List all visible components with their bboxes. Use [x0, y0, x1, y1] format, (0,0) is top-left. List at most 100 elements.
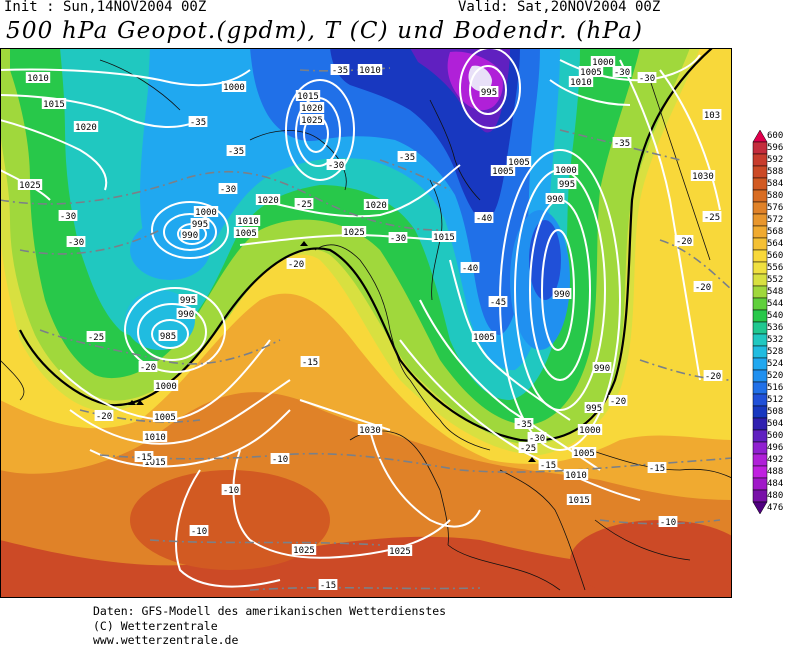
colorbar-cell: [752, 501, 768, 515]
temperature-label-bg: [300, 356, 320, 367]
pressure-label: 1000: [155, 382, 177, 392]
temperature-label-bg: [94, 410, 114, 421]
temperature-label: -25: [520, 444, 536, 454]
map-frame: [0, 48, 732, 598]
pressure-label-bg: [341, 226, 367, 237]
temperature-label: -10: [223, 486, 239, 496]
temperature-labels: -35 -30-30-35-35-30-35-35-30-25-30-30 -30-…: [58, 64, 723, 591]
pressure-label: 995: [559, 180, 575, 190]
temperature-label-bg: [527, 432, 547, 443]
pressure-label: 1005: [473, 333, 495, 343]
colorbar-level-label: 488: [767, 467, 784, 477]
temperature-label: -30: [60, 212, 76, 222]
warm-core-east: [570, 520, 732, 598]
pressure-label-bg: [592, 362, 612, 373]
temperature-label-bg: [658, 516, 678, 527]
temperature-label: -30: [220, 185, 236, 195]
temperature-label: -35: [332, 66, 348, 76]
temperature-label-bg: [674, 235, 694, 246]
colorbar-cell: [752, 369, 768, 383]
pressure-label-bg: [178, 294, 198, 305]
pressure-label: 1025: [343, 228, 365, 238]
temperature-label: -30: [328, 161, 344, 171]
colorbar-level-label: 476: [767, 503, 784, 513]
temperature-label-bg: [488, 296, 508, 307]
pressure-label: 1000: [223, 83, 245, 93]
colorbar-cell: [752, 237, 768, 251]
temperature-label-bg: [702, 109, 722, 120]
pressure-label: 990: [554, 290, 570, 300]
footer-url: www.wetterzentrale.de: [93, 633, 239, 647]
temperature-label: -35: [614, 139, 630, 149]
temperature-label-bg: [460, 262, 480, 273]
colorbar-cell: [752, 357, 768, 371]
temperature-label-bg: [703, 370, 723, 381]
temperature-label: -10: [660, 518, 676, 528]
map-title: 500 hPa Geopot.(gpdm), T (C) und Bodendr…: [6, 18, 644, 44]
temperature-label: -20: [676, 237, 692, 247]
colorbar-cell: [752, 201, 768, 215]
pressure-label: 990: [594, 364, 610, 374]
colorbar-cell: [752, 321, 768, 335]
colorbar-level-label: 504: [767, 419, 784, 429]
pressure-label-bg: [193, 206, 219, 217]
colorbar-level-label: 524: [767, 359, 784, 369]
footer-copyright: (C) Wetterzentrale: [93, 618, 218, 633]
temperature-label-bg: [518, 442, 538, 453]
temperature-label-bg: [294, 198, 314, 209]
warm-core-spain: [130, 470, 330, 570]
temperature-label: -30: [639, 74, 655, 84]
temperature-label-bg: [514, 418, 534, 429]
pressure-label-bg: [545, 193, 565, 204]
pressure-label: 1010: [570, 78, 592, 88]
temperature-label: -35: [399, 153, 415, 163]
pressure-label-bg: [557, 178, 577, 189]
pressure-label: 1005: [580, 68, 602, 78]
temperature-label-bg: [330, 64, 350, 75]
temperature-label: -20: [705, 372, 721, 382]
pressure-label-bg: [176, 308, 196, 319]
pressure-label-bg: [158, 330, 178, 341]
pressure-label: 1030: [359, 426, 381, 436]
pressure-label: 1015: [43, 100, 65, 110]
pressure-label: 1015: [297, 92, 319, 102]
pressure-label: 1005: [508, 158, 530, 168]
colorbar-cell: [752, 165, 768, 179]
colorbar-level-label: 548: [767, 287, 784, 297]
pressure-label: 1020: [257, 196, 279, 206]
pressure-label: 1005: [573, 449, 595, 459]
colorbar-cell: [752, 141, 768, 155]
pressure-label-bg: [471, 331, 497, 342]
pressure-label-bg: [152, 411, 178, 422]
pressure-label: 995: [481, 88, 497, 98]
colorbar-cell: [752, 489, 768, 503]
pressure-label: 1010: [237, 217, 259, 227]
temperature-label: -25: [88, 333, 104, 343]
colorbar-level-label: 560: [767, 251, 784, 261]
colorbar-cell: [752, 381, 768, 395]
colorbar-level-label: 480: [767, 491, 784, 501]
temperature-label: -15: [649, 464, 665, 474]
colorbar-cell: [752, 309, 768, 323]
temperature-label-bg: [86, 331, 106, 342]
pressure-label: 1015: [144, 458, 166, 468]
coastlines: [0, 59, 732, 591]
pressure-label: 995: [180, 296, 196, 306]
pressure-label-bg: [357, 64, 383, 75]
pressure-label: 1000: [592, 58, 614, 68]
pressure-label: 1015: [568, 496, 590, 506]
pressure-label: 1020: [365, 201, 387, 211]
colorbar-cell: [752, 285, 768, 299]
temperature-label: -15: [540, 461, 556, 471]
temperature-label: -35: [228, 147, 244, 157]
pressure-label-bg: [552, 288, 572, 299]
temperature-label-bg: [397, 151, 417, 162]
temperature-label-bg: [693, 281, 713, 292]
temperature-label-bg: [538, 459, 558, 470]
init-time: Init : Sun,14NOV2004 00Z: [4, 0, 207, 15]
colorbar-cell: [752, 130, 768, 143]
pressure-label-bg: [578, 66, 604, 77]
colorbar-level-label: 580: [767, 191, 784, 201]
colorbar-cell: [752, 213, 768, 227]
temperature-label-bg: [388, 232, 408, 243]
